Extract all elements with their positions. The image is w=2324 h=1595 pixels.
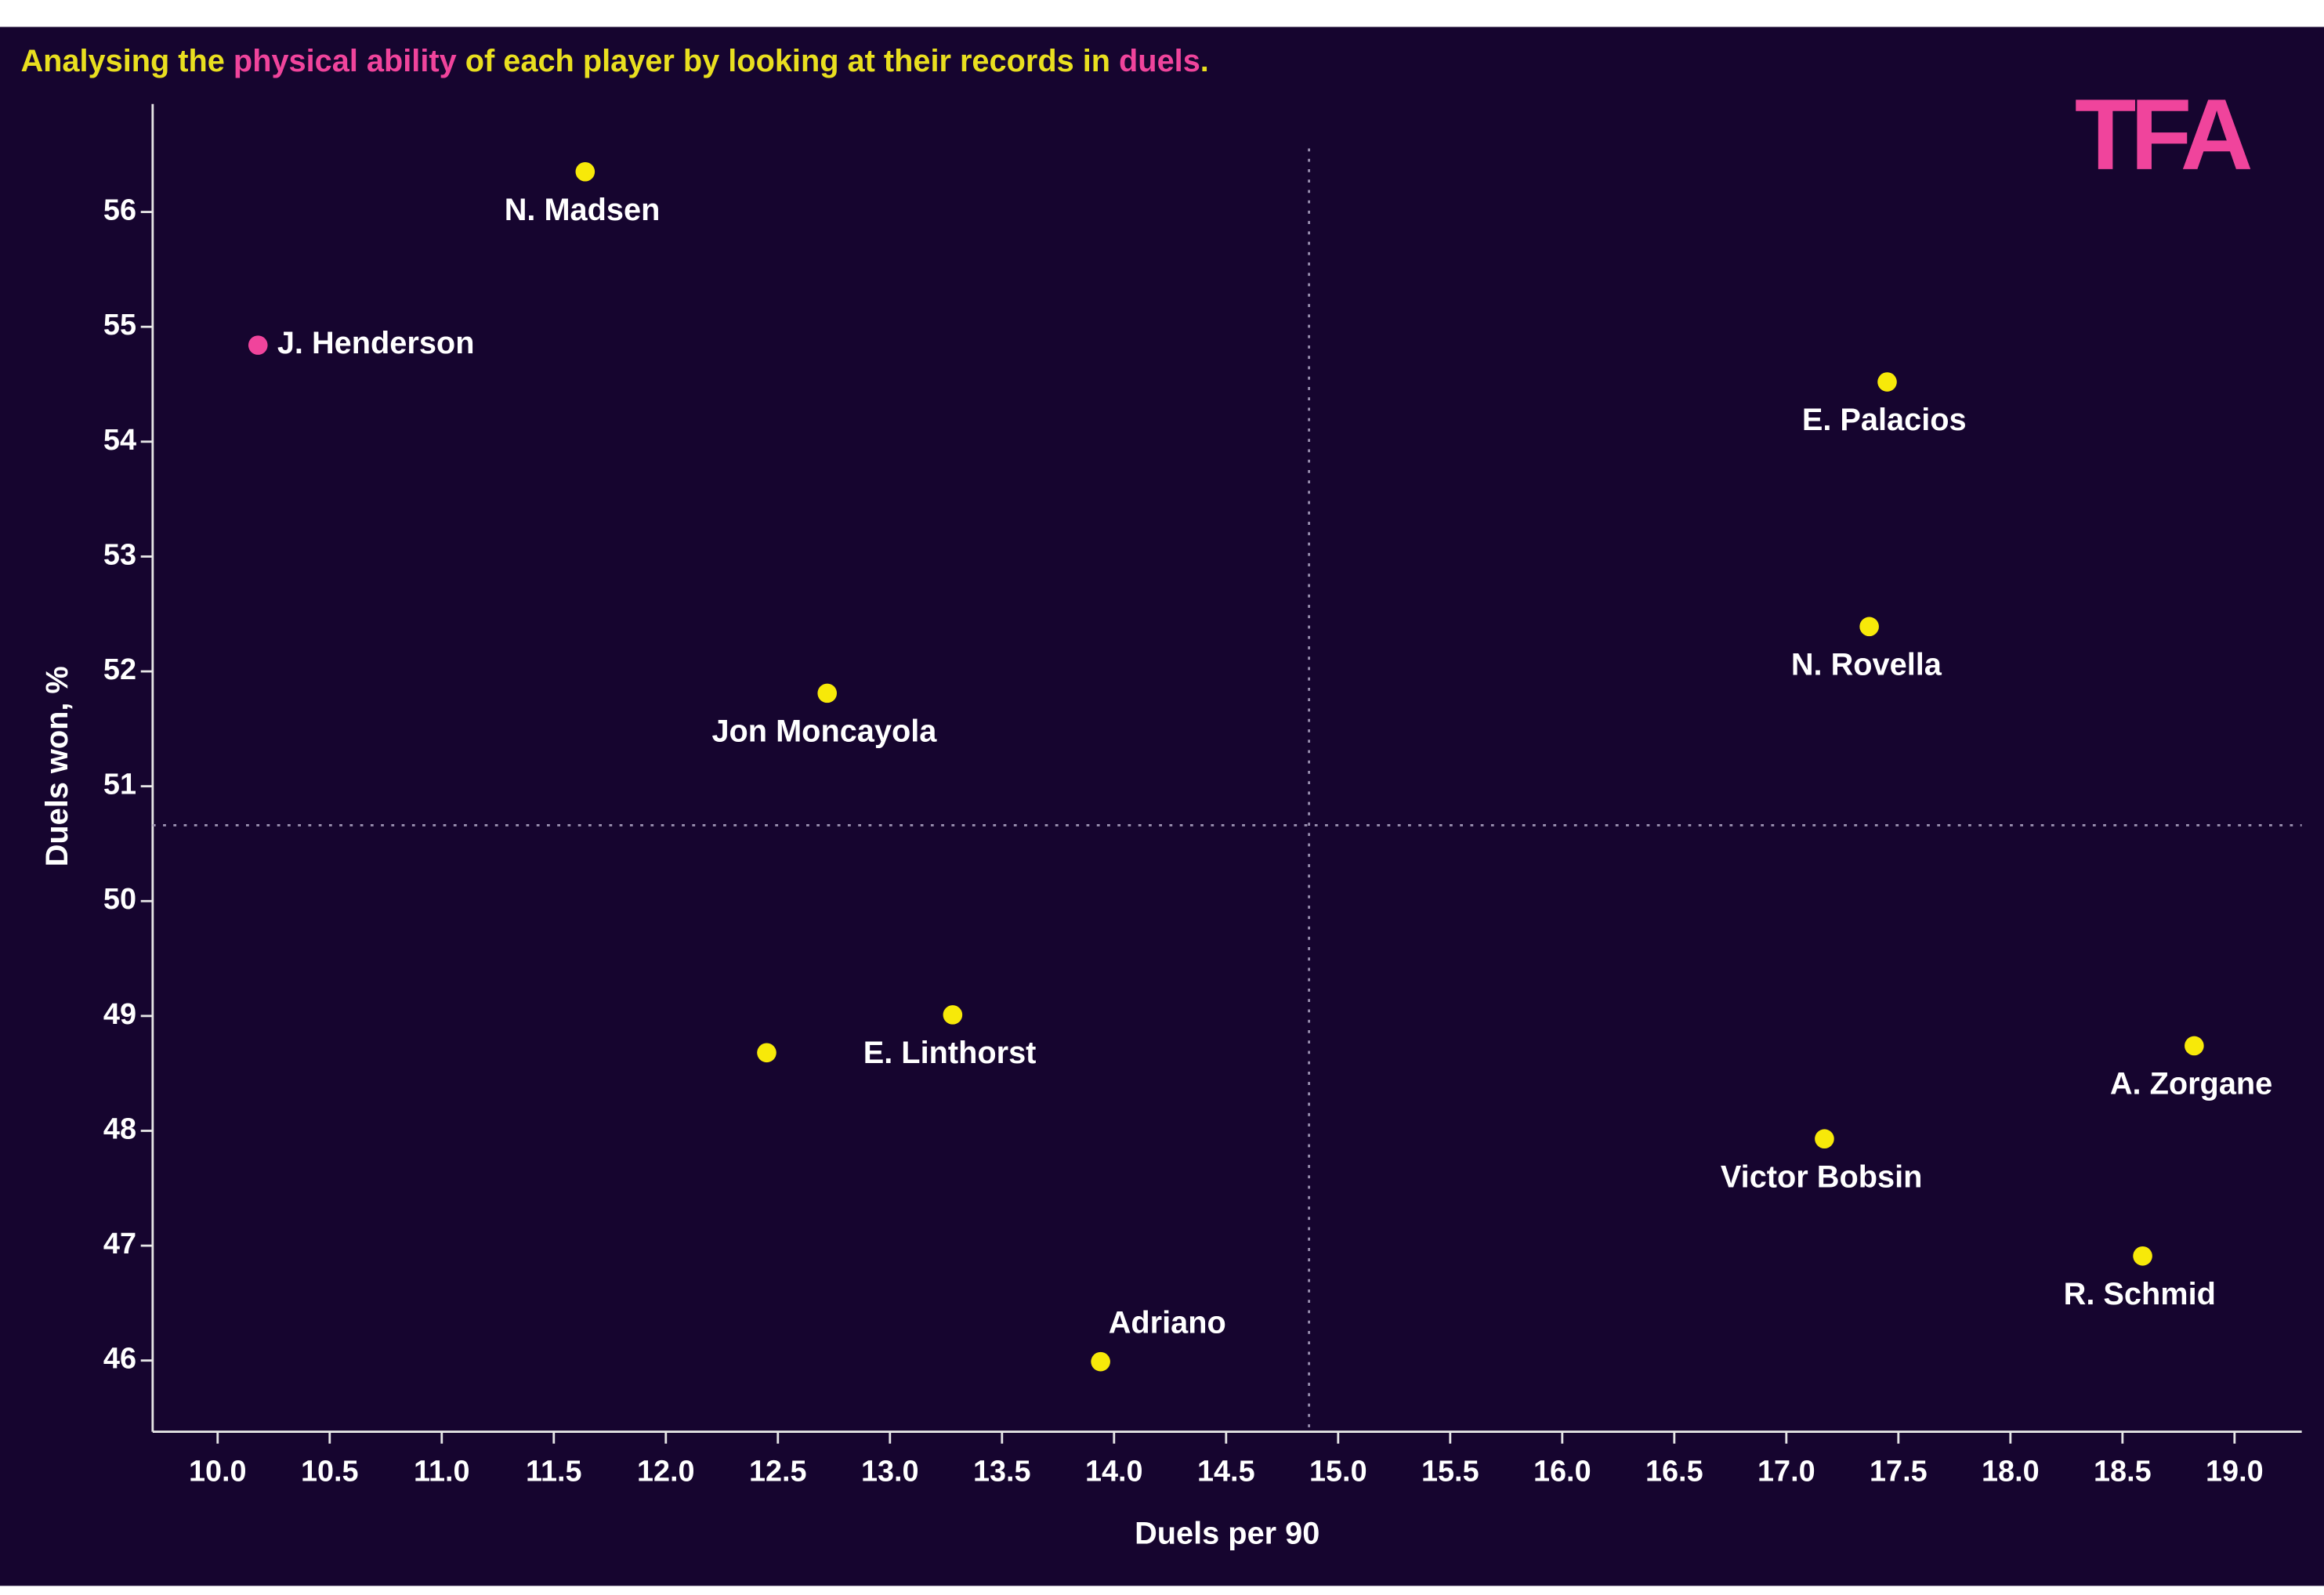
- x-tick-label: 16.5: [1645, 1456, 1703, 1488]
- x-tick-label: 17.5: [1870, 1456, 1928, 1488]
- y-tick-label: 55: [103, 309, 136, 342]
- point-label: A. Zorgane: [2110, 1067, 2272, 1101]
- x-tick-label: 13.0: [861, 1456, 919, 1488]
- data-point: [575, 161, 595, 182]
- x-tick-label: 10.0: [189, 1456, 247, 1488]
- y-tick-label: 47: [103, 1228, 136, 1260]
- background: [0, 27, 2324, 1586]
- x-tick-label: 12.5: [749, 1456, 807, 1488]
- x-axis-label: Duels per 90: [1135, 1517, 1319, 1551]
- point-label: Victor Bobsin: [1721, 1159, 1922, 1194]
- data-point: [248, 335, 268, 355]
- x-tick-label: 11.0: [414, 1456, 470, 1488]
- x-tick-label: 18.5: [2094, 1456, 2152, 1488]
- title-segment: .: [1200, 43, 1209, 78]
- x-tick-label: 14.0: [1085, 1456, 1143, 1488]
- logo: TFA: [2075, 79, 2251, 191]
- x-tick-label: 14.5: [1197, 1456, 1255, 1488]
- point-label: J. Henderson: [277, 326, 475, 360]
- x-tick-label: 16.0: [1533, 1456, 1591, 1488]
- title-segment: of each player by looking at their recor…: [457, 43, 1119, 78]
- data-point: [1877, 372, 1897, 392]
- point-label: N. Rovella: [1791, 647, 1942, 682]
- y-tick-label: 50: [103, 883, 136, 916]
- x-tick-label: 19.0: [2206, 1456, 2264, 1488]
- data-point: [1091, 1351, 1110, 1372]
- data-point: [1815, 1129, 1834, 1149]
- y-tick-label: 54: [103, 424, 136, 457]
- x-tick-label: 15.0: [1309, 1456, 1367, 1488]
- x-tick-label: 12.0: [637, 1456, 695, 1488]
- point-label: R. Schmid: [2064, 1277, 2216, 1311]
- title-segment: physical ability: [233, 43, 457, 78]
- x-tick-label: 18.0: [1982, 1456, 2040, 1488]
- data-point: [2133, 1246, 2152, 1266]
- point-label: N. Madsen: [505, 193, 661, 227]
- y-tick-label: 56: [103, 194, 136, 227]
- x-tick-label: 15.5: [1421, 1456, 1479, 1488]
- title-segment: duels: [1119, 43, 1200, 78]
- data-point: [757, 1043, 776, 1063]
- y-tick-label: 48: [103, 1112, 136, 1145]
- x-tick-label: 10.5: [301, 1456, 359, 1488]
- y-tick-label: 53: [103, 538, 136, 571]
- y-tick-label: 49: [103, 998, 136, 1031]
- point-label: E. Linthorst: [863, 1036, 1037, 1070]
- x-tick-label: 17.0: [1757, 1456, 1815, 1488]
- data-point: [1859, 617, 1879, 637]
- x-tick-label: 13.5: [973, 1456, 1031, 1488]
- x-tick-label: 11.5: [526, 1456, 582, 1488]
- data-point: [2185, 1036, 2204, 1056]
- chart-title: Analysing the physical ability of each p…: [20, 43, 1208, 78]
- point-label: E. Palacios: [1802, 403, 1967, 437]
- title-segment: Analysing the: [20, 43, 233, 78]
- point-label: Adriano: [1109, 1305, 1226, 1340]
- data-point: [943, 1005, 963, 1025]
- y-tick-label: 52: [103, 653, 136, 686]
- data-point: [817, 683, 838, 703]
- y-tick-label: 51: [103, 769, 136, 801]
- y-axis-label: Duels won, %: [40, 666, 74, 866]
- y-tick-label: 46: [103, 1343, 136, 1376]
- point-label: Jon Moncayola: [711, 714, 937, 748]
